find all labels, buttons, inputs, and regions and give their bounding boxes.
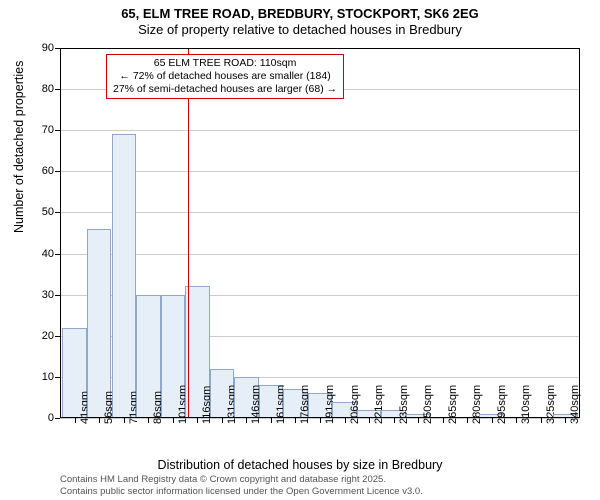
x-axis-title: Distribution of detached houses by size … (0, 458, 600, 472)
x-tick-mark (271, 418, 272, 423)
x-tick-mark (394, 418, 395, 423)
y-tick-label: 10 (30, 371, 54, 383)
y-axis-title: Number of detached properties (12, 61, 26, 233)
x-tick-label: 295sqm (496, 385, 508, 424)
x-tick-label: 310sqm (520, 385, 532, 424)
y-tick-mark (55, 89, 60, 90)
y-tick-label: 20 (30, 330, 54, 342)
gridline-h (60, 130, 580, 131)
x-tick-mark (320, 418, 321, 423)
license-line1: Contains HM Land Registry data © Crown c… (60, 474, 423, 486)
y-tick-label: 0 (30, 412, 54, 424)
y-tick-label: 70 (30, 124, 54, 136)
x-tick-mark (541, 418, 542, 423)
chart-title-line1: 65, ELM TREE ROAD, BREDBURY, STOCKPORT, … (0, 6, 600, 22)
annotation-line3: 27% of semi-detached houses are larger (… (113, 83, 337, 96)
x-tick-mark (369, 418, 370, 423)
x-tick-mark (443, 418, 444, 423)
y-tick-label: 90 (30, 42, 54, 54)
y-tick-label: 80 (30, 83, 54, 95)
x-tick-label: 340sqm (569, 385, 581, 424)
x-tick-mark (99, 418, 100, 423)
x-tick-mark (295, 418, 296, 423)
plot-area: 010203040506070809041sqm56sqm71sqm86sqm1… (60, 48, 580, 418)
chart-title-block: 65, ELM TREE ROAD, BREDBURY, STOCKPORT, … (0, 0, 600, 39)
y-tick-mark (55, 171, 60, 172)
x-tick-label: 250sqm (422, 385, 434, 424)
annotation-line1: 65 ELM TREE ROAD: 110sqm (113, 57, 337, 70)
gridline-h (60, 212, 580, 213)
x-tick-mark (345, 418, 346, 423)
x-tick-mark (148, 418, 149, 423)
y-tick-mark (55, 254, 60, 255)
x-tick-mark (75, 418, 76, 423)
x-tick-mark (222, 418, 223, 423)
y-tick-label: 30 (30, 289, 54, 301)
reference-line (188, 48, 190, 418)
x-tick-label: 265sqm (447, 385, 459, 424)
histogram-bar (112, 134, 137, 418)
y-tick-label: 50 (30, 206, 54, 218)
y-tick-mark (55, 212, 60, 213)
x-tick-label: 325sqm (545, 385, 557, 424)
x-tick-label: 280sqm (471, 385, 483, 424)
gridline-h (60, 48, 580, 49)
histogram-bar (87, 229, 112, 418)
y-tick-mark (55, 336, 60, 337)
annotation-line2: ← 72% of detached houses are smaller (18… (113, 70, 337, 83)
y-tick-mark (55, 48, 60, 49)
x-tick-mark (124, 418, 125, 423)
x-tick-mark (492, 418, 493, 423)
license-text: Contains HM Land Registry data © Crown c… (60, 474, 423, 498)
license-line2: Contains public sector information licen… (60, 486, 423, 498)
x-tick-mark (467, 418, 468, 423)
y-tick-mark (55, 130, 60, 131)
x-tick-mark (418, 418, 419, 423)
y-tick-mark (55, 418, 60, 419)
x-tick-label: 221sqm (373, 385, 385, 424)
x-tick-mark (197, 418, 198, 423)
gridline-h (60, 254, 580, 255)
chart-title-line2: Size of property relative to detached ho… (0, 22, 600, 38)
x-tick-mark (173, 418, 174, 423)
annotation-box: 65 ELM TREE ROAD: 110sqm← 72% of detache… (106, 54, 344, 99)
x-tick-mark (246, 418, 247, 423)
y-tick-mark (55, 295, 60, 296)
y-tick-mark (55, 377, 60, 378)
y-tick-label: 60 (30, 165, 54, 177)
gridline-h (60, 171, 580, 172)
x-tick-label: 206sqm (349, 385, 361, 424)
x-tick-mark (516, 418, 517, 423)
x-tick-label: 235sqm (398, 385, 410, 424)
x-tick-mark (565, 418, 566, 423)
y-tick-label: 40 (30, 248, 54, 260)
